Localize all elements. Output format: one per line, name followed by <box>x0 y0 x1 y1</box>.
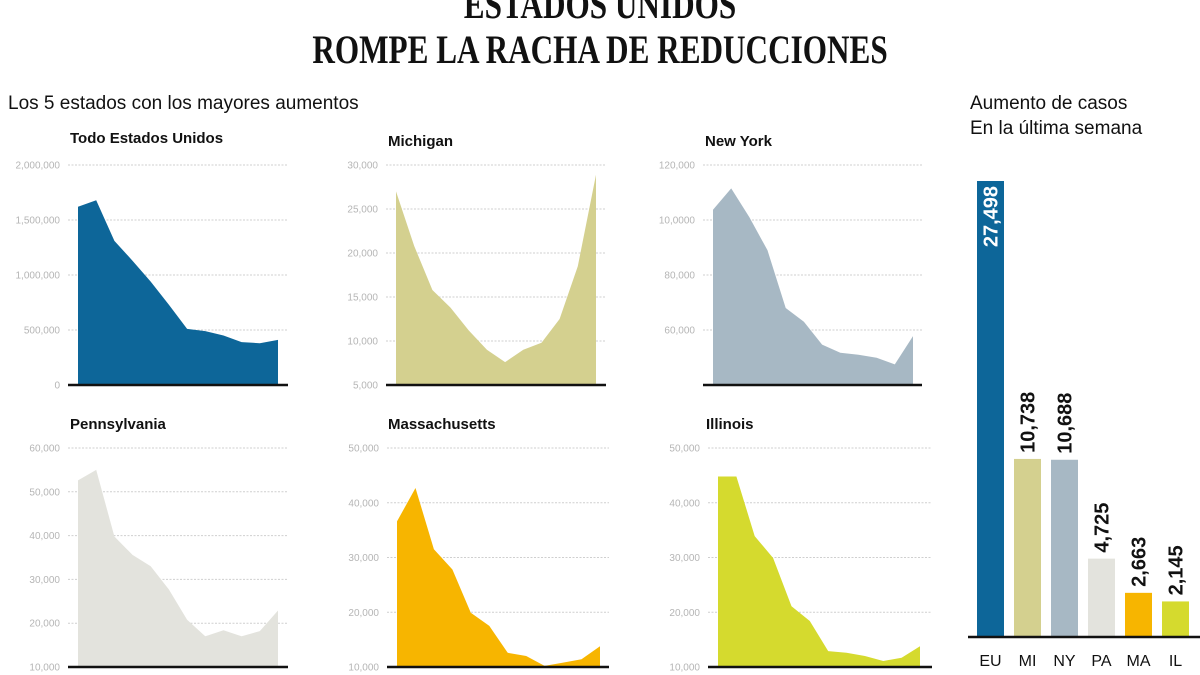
bar-eu <box>977 181 1004 637</box>
y-tick-label: 20,000 <box>669 608 700 619</box>
area-series <box>718 476 920 667</box>
bar-il <box>1162 601 1189 637</box>
y-tick-label: 500,000 <box>24 326 61 337</box>
bar-chart-weekly-increase: 27,498 EU 10,738 MI 10,688 NY 4,725 PA 2,663 MA 2,… <box>968 181 1200 670</box>
y-tick-label: 50,000 <box>669 444 700 455</box>
y-tick-label: 1,500,000 <box>16 216 61 227</box>
y-tick-label: 0 <box>54 381 60 392</box>
bar-value-label: 2,663 <box>1129 537 1151 587</box>
y-tick-label: 40,000 <box>29 531 60 542</box>
bar-value-label: 10,738 <box>1018 392 1040 453</box>
bar-category-label: MA <box>1127 653 1151 670</box>
y-tick-label: 10,0000 <box>659 216 696 227</box>
bar-category-label: IL <box>1169 653 1182 670</box>
y-tick-label: 50,000 <box>29 487 60 498</box>
y-tick-label: 10,000 <box>29 663 60 674</box>
panel-title: Michigan <box>388 133 453 150</box>
y-tick-label: 120,000 <box>659 161 696 172</box>
bar-ny <box>1051 459 1078 637</box>
bar-category-label: MI <box>1019 653 1037 670</box>
y-tick-label: 20,000 <box>347 249 378 260</box>
y-tick-label: 80,000 <box>664 271 695 282</box>
bar-category-label: PA <box>1091 653 1111 670</box>
area-series <box>713 188 913 385</box>
area-chart-pennsylvania: Pennsylvania 10,000 20,000 30,000 40,000 50,0… <box>29 416 288 674</box>
area-chart-massachusetts: Massachusetts 10,000 20,000 30,000 40,000 50,… <box>348 416 609 674</box>
y-tick-label: 10,000 <box>348 663 379 674</box>
y-tick-label: 10,000 <box>347 337 378 348</box>
y-tick-label: 30,000 <box>347 161 378 172</box>
area-chart-michigan: Michigan 5,000 10,000 15,000 20,000 25,000 30,… <box>347 133 606 392</box>
area-series <box>78 469 278 667</box>
y-tick-label: 15,000 <box>347 293 378 304</box>
bar-category-label: NY <box>1053 653 1076 670</box>
bar-mi <box>1014 458 1041 637</box>
left-section-label: Los 5 estados con los mayores aumentos <box>8 93 359 114</box>
y-tick-label: 30,000 <box>348 553 379 564</box>
bar-value-label: 2,145 <box>1166 545 1188 595</box>
bar-value-label: 4,725 <box>1092 503 1114 553</box>
y-tick-label: 20,000 <box>348 608 379 619</box>
y-tick-label: 40,000 <box>669 498 700 509</box>
y-tick-label: 20,000 <box>29 619 60 630</box>
bar-value-label: 10,688 <box>1055 393 1077 454</box>
y-tick-label: 60,000 <box>29 444 60 455</box>
y-tick-label: 40,000 <box>348 498 379 509</box>
area-chart-illinois: Illinois 10,000 20,000 30,000 40,000 50,000 <box>669 416 932 674</box>
panel-title: New York <box>705 133 773 150</box>
bar-ma <box>1125 592 1152 637</box>
y-tick-label: 1,000,000 <box>16 271 61 282</box>
area-chart-new-york: New York 60,000 80,000 10,0000 120,000 <box>659 133 922 387</box>
panel-title: Massachusetts <box>388 416 496 433</box>
bar-category-label: EU <box>979 653 1001 670</box>
y-tick-label: 5,000 <box>353 381 378 392</box>
area-series <box>78 200 278 385</box>
right-section-label-line1: Aumento de casos <box>970 93 1127 114</box>
y-tick-label: 30,000 <box>29 575 60 586</box>
area-series <box>396 174 596 385</box>
panel-title: Todo Estados Unidos <box>70 130 223 147</box>
y-tick-label: 25,000 <box>347 205 378 216</box>
main-title-line1: ESTADOS UNIDOS <box>464 0 736 27</box>
area-series <box>397 488 600 667</box>
area-chart-todo-estados-unidos: Todo Estados Unidos 0 500,000 1,000,000 1,50… <box>16 130 288 392</box>
right-section-label-line2: En la última semana <box>970 118 1143 139</box>
panel-title: Pennsylvania <box>70 416 167 433</box>
y-tick-label: 30,000 <box>669 553 700 564</box>
bar-value-label: 27,498 <box>981 186 1003 247</box>
panel-title: Illinois <box>706 416 754 433</box>
y-tick-label: 2,000,000 <box>16 161 61 172</box>
y-tick-label: 60,000 <box>664 326 695 337</box>
y-tick-label: 10,000 <box>669 663 700 674</box>
main-title-line2: ROMPE LA RACHA DE REDUCCIONES <box>312 27 887 72</box>
y-tick-label: 50,000 <box>348 444 379 455</box>
bar-pa <box>1088 558 1115 637</box>
